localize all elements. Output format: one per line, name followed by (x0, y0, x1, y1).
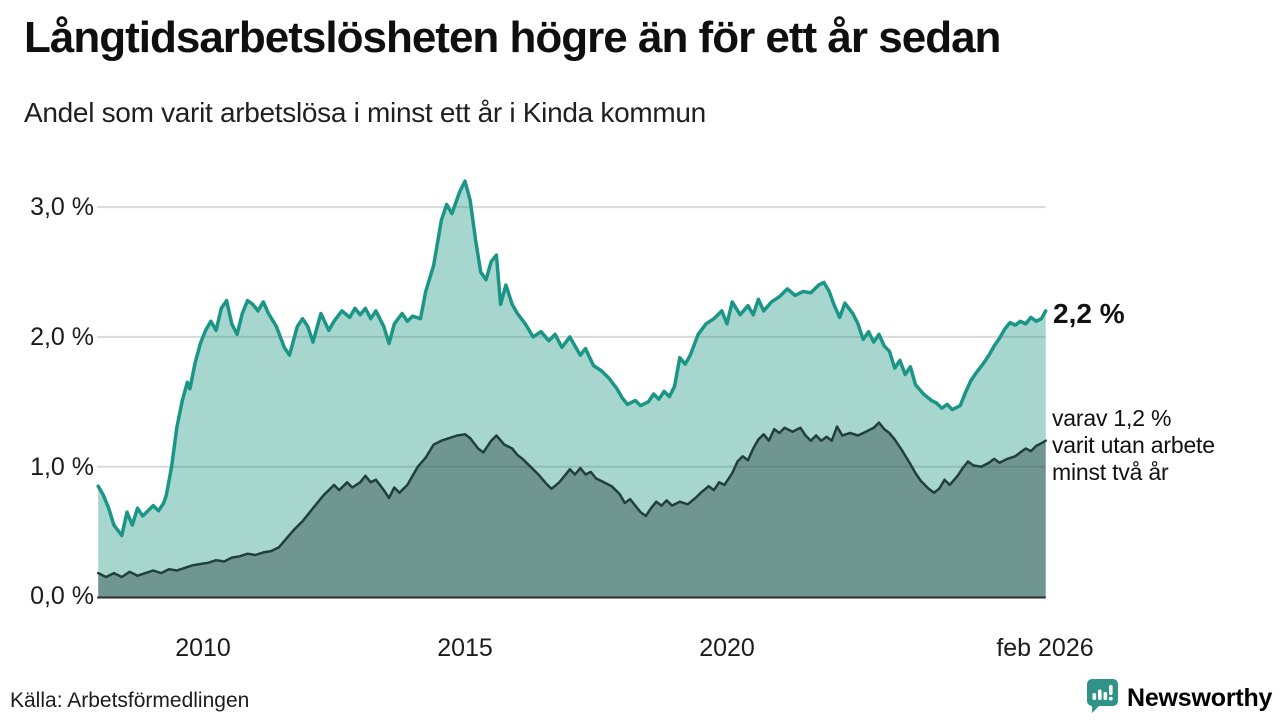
chart-subtitle: Andel som varit arbetslösa i minst ett å… (24, 97, 706, 128)
y-tick-label-0-0: 0,0 % (30, 582, 94, 610)
chart-title: Långtidsarbetslösheten högre än för ett … (24, 13, 1001, 62)
newsworthy-logo-icon (1085, 678, 1119, 719)
source-note: Källa: Arbetsförmedlingen (10, 689, 250, 712)
newsworthy-logo-text: Newsworthy (1127, 683, 1273, 712)
x-tick-label-2015: 2015 (437, 634, 493, 662)
x-tick-label-2010: 2010 (175, 634, 231, 662)
x-tick-label-feb-2026: feb 2026 (996, 634, 1094, 662)
x-tick-label-2020: 2020 (699, 634, 755, 662)
latest-value-label: 2,2 % (1053, 298, 1125, 329)
newsworthy-logo: Newsworthy (1085, 678, 1273, 719)
y-tick-label-1-0: 1,0 % (30, 453, 94, 481)
two-year-annotation: varav 1,2 % varit utan arbete minst två … (1052, 405, 1215, 485)
y-tick-label-3-0: 3,0 % (30, 193, 94, 221)
y-tick-label-2-0: 2,0 % (30, 323, 94, 351)
